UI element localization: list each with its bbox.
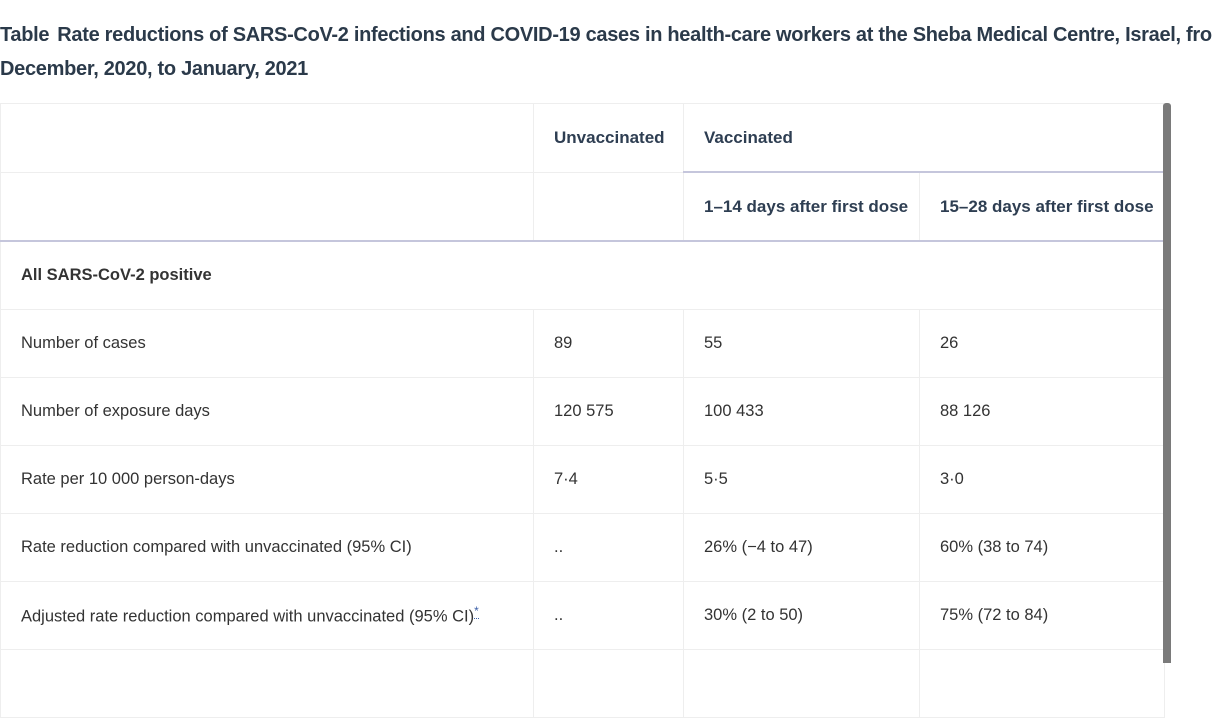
row-label: Rate reduction compared with unvaccinate… <box>0 513 534 582</box>
cell-15-28-days: 26 <box>919 309 1166 378</box>
cell-1-14-days: 5·5 <box>683 445 920 514</box>
table-row: Rate reduction compared with unvaccinate… <box>0 513 1166 582</box>
header-vaccinated: Vaccinated <box>683 104 1166 173</box>
cell-15-28-days: 75% (72 to 84) <box>919 581 1166 650</box>
header-empty-cell <box>0 104 534 173</box>
caption-label: Table <box>0 24 50 46</box>
cell-unvaccinated: 120 575 <box>533 377 684 446</box>
vertical-scrollbar[interactable] <box>1163 103 1171 663</box>
cell-15-28-days: 88 126 <box>919 377 1166 446</box>
section-row: All SARS-CoV-2 positive <box>0 241 1166 310</box>
table-row: Number of exposure days 120 575 100 433 … <box>0 377 1166 446</box>
table-container[interactable]: Unvaccinated Vaccinated 1–14 days after … <box>0 103 1166 718</box>
table-caption: Table Rate reductions of SARS-CoV-2 infec… <box>0 18 1212 86</box>
cell-unvaccinated <box>533 649 684 718</box>
cell-1-14-days: 26% (−4 to 47) <box>683 513 920 582</box>
cell-unvaccinated: 7·4 <box>533 445 684 514</box>
caption-text: Rate reductions of SARS-CoV-2 infections… <box>57 24 1212 46</box>
cell-15-28-days <box>919 649 1166 718</box>
data-table: Unvaccinated Vaccinated 1–14 days after … <box>0 104 1166 718</box>
table-row: Number of cases 89 55 26 <box>0 309 1166 378</box>
row-label: Number of exposure days <box>0 377 534 446</box>
cell-unvaccinated: 89 <box>533 309 684 378</box>
cell-15-28-days: 3·0 <box>919 445 1166 514</box>
row-label: Adjusted rate reduction compared with un… <box>0 581 534 650</box>
table-row <box>0 649 1166 718</box>
cell-15-28-days: 60% (38 to 74) <box>919 513 1166 582</box>
section-title: All SARS-CoV-2 positive <box>0 241 1166 310</box>
cell-unvaccinated: .. <box>533 513 684 582</box>
row-label <box>0 649 534 718</box>
table-row: Rate per 10 000 person-days 7·4 5·5 3·0 <box>0 445 1166 514</box>
cell-1-14-days: 100 433 <box>683 377 920 446</box>
header-row-2: 1–14 days after first dose 15–28 days af… <box>0 172 1166 242</box>
cell-1-14-days: 55 <box>683 309 920 378</box>
header-empty-cell <box>0 172 534 242</box>
footnote-link[interactable]: * <box>474 604 479 620</box>
caption-text-line2: December, 2020, to January, 2021 <box>0 58 308 80</box>
cell-1-14-days <box>683 649 920 718</box>
table-row: Adjusted rate reduction compared with un… <box>0 581 1166 650</box>
header-row-1: Unvaccinated Vaccinated <box>0 104 1166 173</box>
header-empty-cell <box>533 172 684 242</box>
row-label: Number of cases <box>0 309 534 378</box>
cell-1-14-days: 30% (2 to 50) <box>683 581 920 650</box>
header-1-14-days: 1–14 days after first dose <box>683 172 920 242</box>
cell-unvaccinated: .. <box>533 581 684 650</box>
header-unvaccinated: Unvaccinated <box>533 104 684 173</box>
row-label: Rate per 10 000 person-days <box>0 445 534 514</box>
row-label-text: Adjusted rate reduction compared with un… <box>21 607 475 626</box>
header-15-28-days: 15–28 days after first dose <box>919 172 1166 242</box>
